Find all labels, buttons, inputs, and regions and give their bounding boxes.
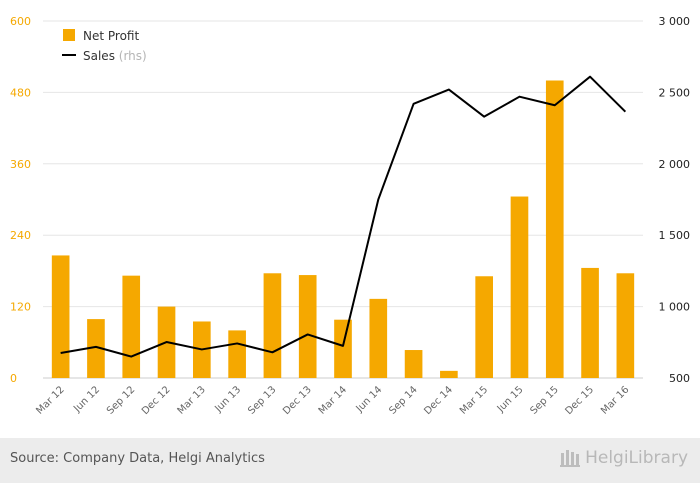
bar-net-profit <box>545 80 564 378</box>
right-tick-label: 3 000 <box>659 15 691 28</box>
right-tick-label: 500 <box>669 372 690 385</box>
left-tick-label: 600 <box>10 15 31 28</box>
bar-net-profit <box>581 267 599 378</box>
sales-line <box>60 75 627 358</box>
bar-net-profit <box>298 275 317 378</box>
bar-net-profit <box>228 330 246 378</box>
right-tick-label: 1 000 <box>659 301 691 314</box>
x-tick-label: Mar 15 <box>458 384 490 416</box>
chart: 0 120 240 360 480 600 500 1 000 1 500 2 000 2 500… <box>10 15 691 417</box>
bar-net-profit <box>616 273 635 378</box>
left-tick-label: 0 <box>10 372 17 385</box>
x-tick-label: Mar 12 <box>34 384 66 416</box>
left-tick-label: 240 <box>10 229 31 242</box>
x-tick-label: Mar 14 <box>317 384 349 416</box>
left-axis: 0 120 240 360 480 600 <box>10 15 31 385</box>
line-sales <box>60 75 627 358</box>
legend: Net Profit Sales (rhs) <box>62 29 147 63</box>
brand-name: HelgiLibrary <box>585 448 688 468</box>
x-tick-label: Dec 14 <box>422 384 455 417</box>
library-icon <box>560 450 581 467</box>
x-tick-label: Mar 16 <box>599 384 631 416</box>
x-tick-label: Sep 13 <box>246 384 278 416</box>
bar-net-profit <box>122 275 141 378</box>
bars <box>51 80 635 378</box>
bar-net-profit <box>51 255 70 378</box>
gridlines <box>43 20 643 379</box>
x-tick-label: Jun 13 <box>212 384 243 415</box>
x-tick-label: Dec 12 <box>140 384 173 417</box>
x-axis: Mar 12 Jun 12 Sep 12 Dec 12 Mar 13 Jun 13 Sep … <box>34 384 631 417</box>
x-tick-label: Jun 14 <box>354 384 385 415</box>
footer: Source: Company Data, Helgi Analytics He… <box>0 438 700 483</box>
bar-net-profit <box>87 319 105 378</box>
bar-net-profit <box>475 276 493 378</box>
bar-net-profit <box>263 273 282 378</box>
legend-label-sales: Sales (rhs) <box>83 49 147 63</box>
legend-swatch-net-profit <box>63 29 75 41</box>
bar-net-profit <box>404 350 423 378</box>
x-tick-label: Mar 13 <box>176 384 208 416</box>
bar-net-profit <box>510 196 529 378</box>
x-tick-label: Jun 15 <box>495 384 526 415</box>
x-tick-label: Dec 15 <box>563 384 596 417</box>
legend-label-net-profit: Net Profit <box>83 29 139 43</box>
bar-net-profit <box>369 298 388 378</box>
left-tick-label: 360 <box>10 158 31 171</box>
x-tick-label: Sep 15 <box>529 384 561 416</box>
x-tick-label: Sep 12 <box>105 384 137 416</box>
x-tick-label: Dec 13 <box>281 384 314 417</box>
x-tick-label: Jun 12 <box>71 384 102 415</box>
x-tick-label: Sep 14 <box>387 384 419 416</box>
right-tick-label: 2 000 <box>659 158 691 171</box>
brand-logo[interactable]: HelgiLibrary <box>559 448 688 468</box>
left-tick-label: 480 <box>10 86 31 99</box>
bar-net-profit <box>334 319 352 378</box>
right-tick-label: 1 500 <box>659 229 691 242</box>
left-tick-label: 120 <box>10 301 31 314</box>
source-text: Source: Company Data, Helgi Analytics <box>10 451 265 466</box>
right-tick-label: 2 500 <box>659 86 691 99</box>
bar-net-profit <box>440 370 458 378</box>
right-axis: 500 1 000 1 500 2 000 2 500 3 000 <box>659 15 691 385</box>
